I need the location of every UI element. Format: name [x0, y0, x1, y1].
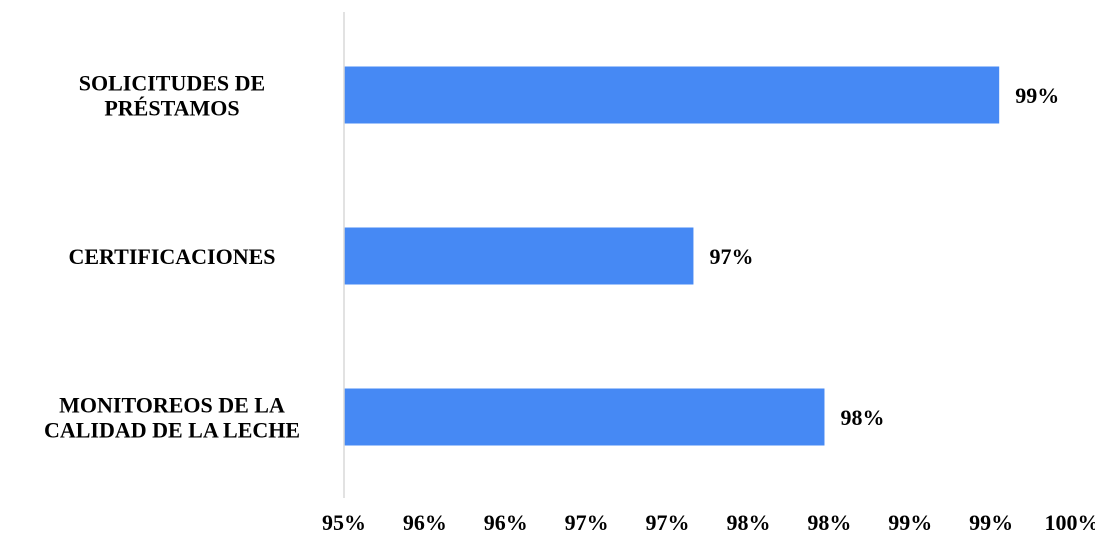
category-label-line: MONITOREOS DE LA: [59, 393, 285, 418]
data-label-2: 97%: [709, 244, 753, 269]
data-labels-layer: 99% 97% 98%: [709, 83, 1059, 430]
x-tick-label-8: 99%: [888, 510, 932, 535]
bars-layer: [344, 66, 1000, 446]
data-label-3: 98%: [840, 405, 884, 430]
x-tick-label-2: 96%: [403, 510, 447, 535]
category-label-3: MONITOREOS DE LA CALIDAD DE LA LECHE: [44, 393, 300, 443]
category-label-2: CERTIFICACIONES: [68, 244, 275, 269]
x-tick-label-10: 100%: [1045, 510, 1095, 535]
bar-3: [344, 388, 825, 446]
x-tick-label-7: 98%: [807, 510, 851, 535]
x-axis-tick-labels: 95% 96% 96% 97% 97% 98% 98% 99% 99% 100%: [322, 510, 1095, 535]
x-tick-label-3: 96%: [484, 510, 528, 535]
category-label-line: CALIDAD DE LA LECHE: [44, 418, 300, 443]
category-label-1: SOLICITUDES DE PRÉSTAMOS: [79, 71, 265, 121]
x-tick-label-4: 97%: [565, 510, 609, 535]
category-label-line: PRÉSTAMOS: [104, 96, 239, 121]
bar-2: [344, 227, 694, 285]
category-labels-layer: SOLICITUDES DE PRÉSTAMOS CERTIFICACIONES MO…: [44, 71, 300, 443]
data-label-1: 99%: [1015, 83, 1059, 108]
bar-1: [344, 66, 1000, 124]
x-tick-label-5: 97%: [646, 510, 690, 535]
category-label-line: CERTIFICACIONES: [68, 244, 275, 269]
category-label-line: SOLICITUDES DE: [79, 71, 265, 96]
x-tick-label-9: 99%: [969, 510, 1013, 535]
x-tick-label-6: 98%: [726, 510, 770, 535]
x-tick-label-1: 95%: [322, 510, 366, 535]
